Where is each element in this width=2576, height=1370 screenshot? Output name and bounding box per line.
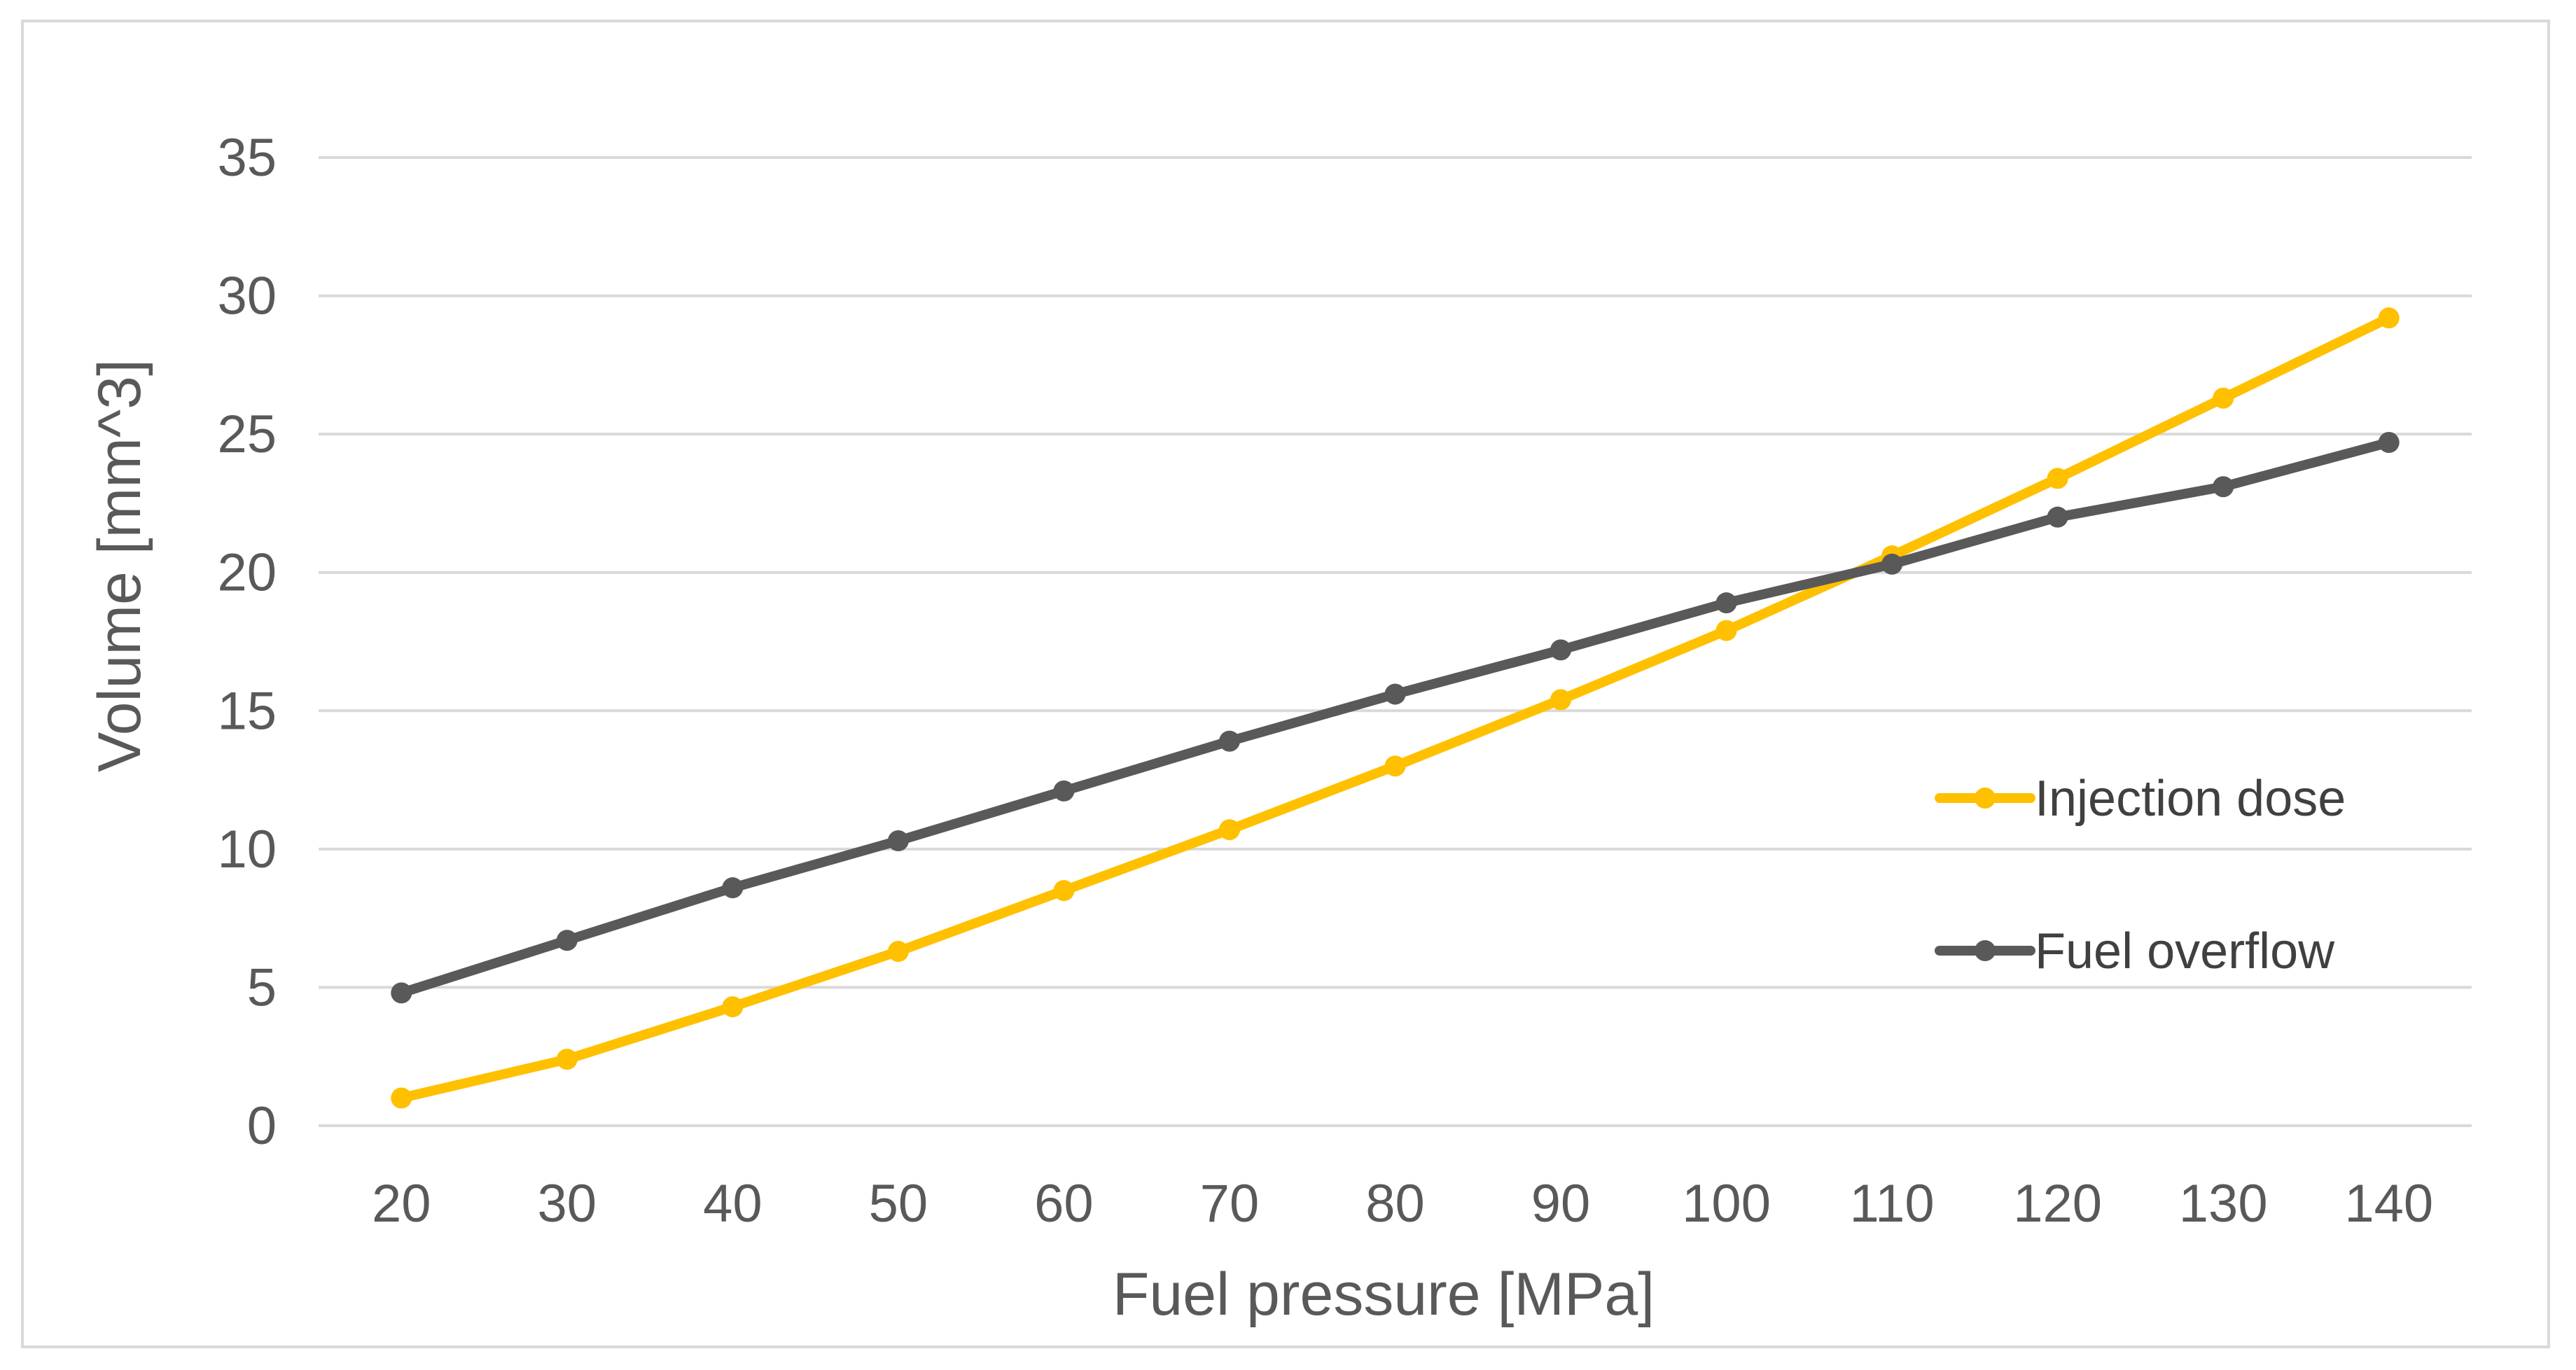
legend-label-fuel-overflow: Fuel overflow: [2035, 923, 2335, 979]
injection-dose-point: [1715, 620, 1737, 641]
injection-dose-point: [391, 1087, 412, 1109]
injection-dose-point: [2213, 387, 2234, 409]
x-tick-label: 100: [1682, 1174, 1771, 1233]
fuel-overflow-point: [887, 830, 909, 852]
x-tick-label: 20: [372, 1174, 431, 1233]
injection-dose-point: [2047, 468, 2068, 489]
x-tick-label: 120: [2013, 1174, 2102, 1233]
injection-dose-point: [887, 941, 909, 963]
fuel-overflow-point: [722, 877, 744, 899]
y-tick-label: 25: [217, 405, 277, 464]
injection-dose-point: [556, 1049, 578, 1070]
x-tick-label: 80: [1365, 1174, 1425, 1233]
series-lines: [391, 307, 2400, 1109]
fuel-overflow-point: [1550, 639, 1572, 661]
gridlines: [319, 156, 2472, 1127]
y-tick-label: 35: [217, 128, 277, 188]
x-axis-title: Fuel pressure [MPa]: [1113, 1261, 1655, 1328]
y-tick-label: 5: [247, 958, 277, 1017]
legend-marker-injection-dose: [1975, 788, 1996, 809]
x-tick-label: 50: [869, 1174, 928, 1233]
x-tick-label: 140: [2344, 1174, 2433, 1233]
fuel-overflow-point: [1218, 730, 1240, 752]
fuel-overflow-point: [1881, 553, 1903, 575]
y-tick-label: 10: [217, 820, 277, 879]
fuel-overflow-point: [2378, 431, 2400, 453]
x-axis-ticks: 20 30 40 50 60 70 80 90 100 110 120 130 140: [372, 1174, 2433, 1233]
fuel-overflow-point: [391, 982, 412, 1004]
x-tick-label: 130: [2179, 1174, 2268, 1233]
injection-dose-point: [1384, 755, 1406, 777]
x-tick-label: 30: [538, 1174, 597, 1233]
legend: Injection dose Fuel overflow: [1935, 771, 2346, 979]
injection-dose-point: [722, 996, 744, 1018]
y-tick-label: 0: [247, 1096, 277, 1156]
legend-marker-fuel-overflow: [1975, 940, 1996, 961]
fuel-overflow-point: [1053, 780, 1075, 802]
x-tick-label: 90: [1531, 1174, 1591, 1233]
injection-dose-point: [1053, 880, 1075, 902]
injection-dose-point: [1218, 819, 1240, 841]
x-tick-label: 110: [1850, 1174, 1935, 1233]
fuel-overflow-point: [1384, 683, 1406, 705]
x-tick-label: 40: [703, 1174, 763, 1233]
x-tick-label: 60: [1034, 1174, 1094, 1233]
x-tick-label: 70: [1200, 1174, 1260, 1233]
injection-dose-point: [1550, 689, 1572, 711]
legend-label-injection-dose: Injection dose: [2035, 771, 2346, 827]
fuel-overflow-point: [2213, 476, 2234, 498]
fuel-overflow-line: [396, 437, 2394, 998]
fuel-overflow-point: [2047, 506, 2068, 528]
y-axis-title: Volume [mm^3]: [86, 359, 153, 772]
y-axis-ticks: 0 5 10 15 20 25 30 35: [217, 128, 277, 1156]
fuel-overflow-point: [1715, 592, 1737, 614]
y-tick-label: 20: [217, 543, 277, 603]
y-tick-label: 30: [217, 267, 277, 326]
fuel-overflow-point: [556, 930, 578, 951]
injection-dose-point: [2378, 307, 2400, 329]
y-tick-label: 15: [217, 681, 277, 741]
